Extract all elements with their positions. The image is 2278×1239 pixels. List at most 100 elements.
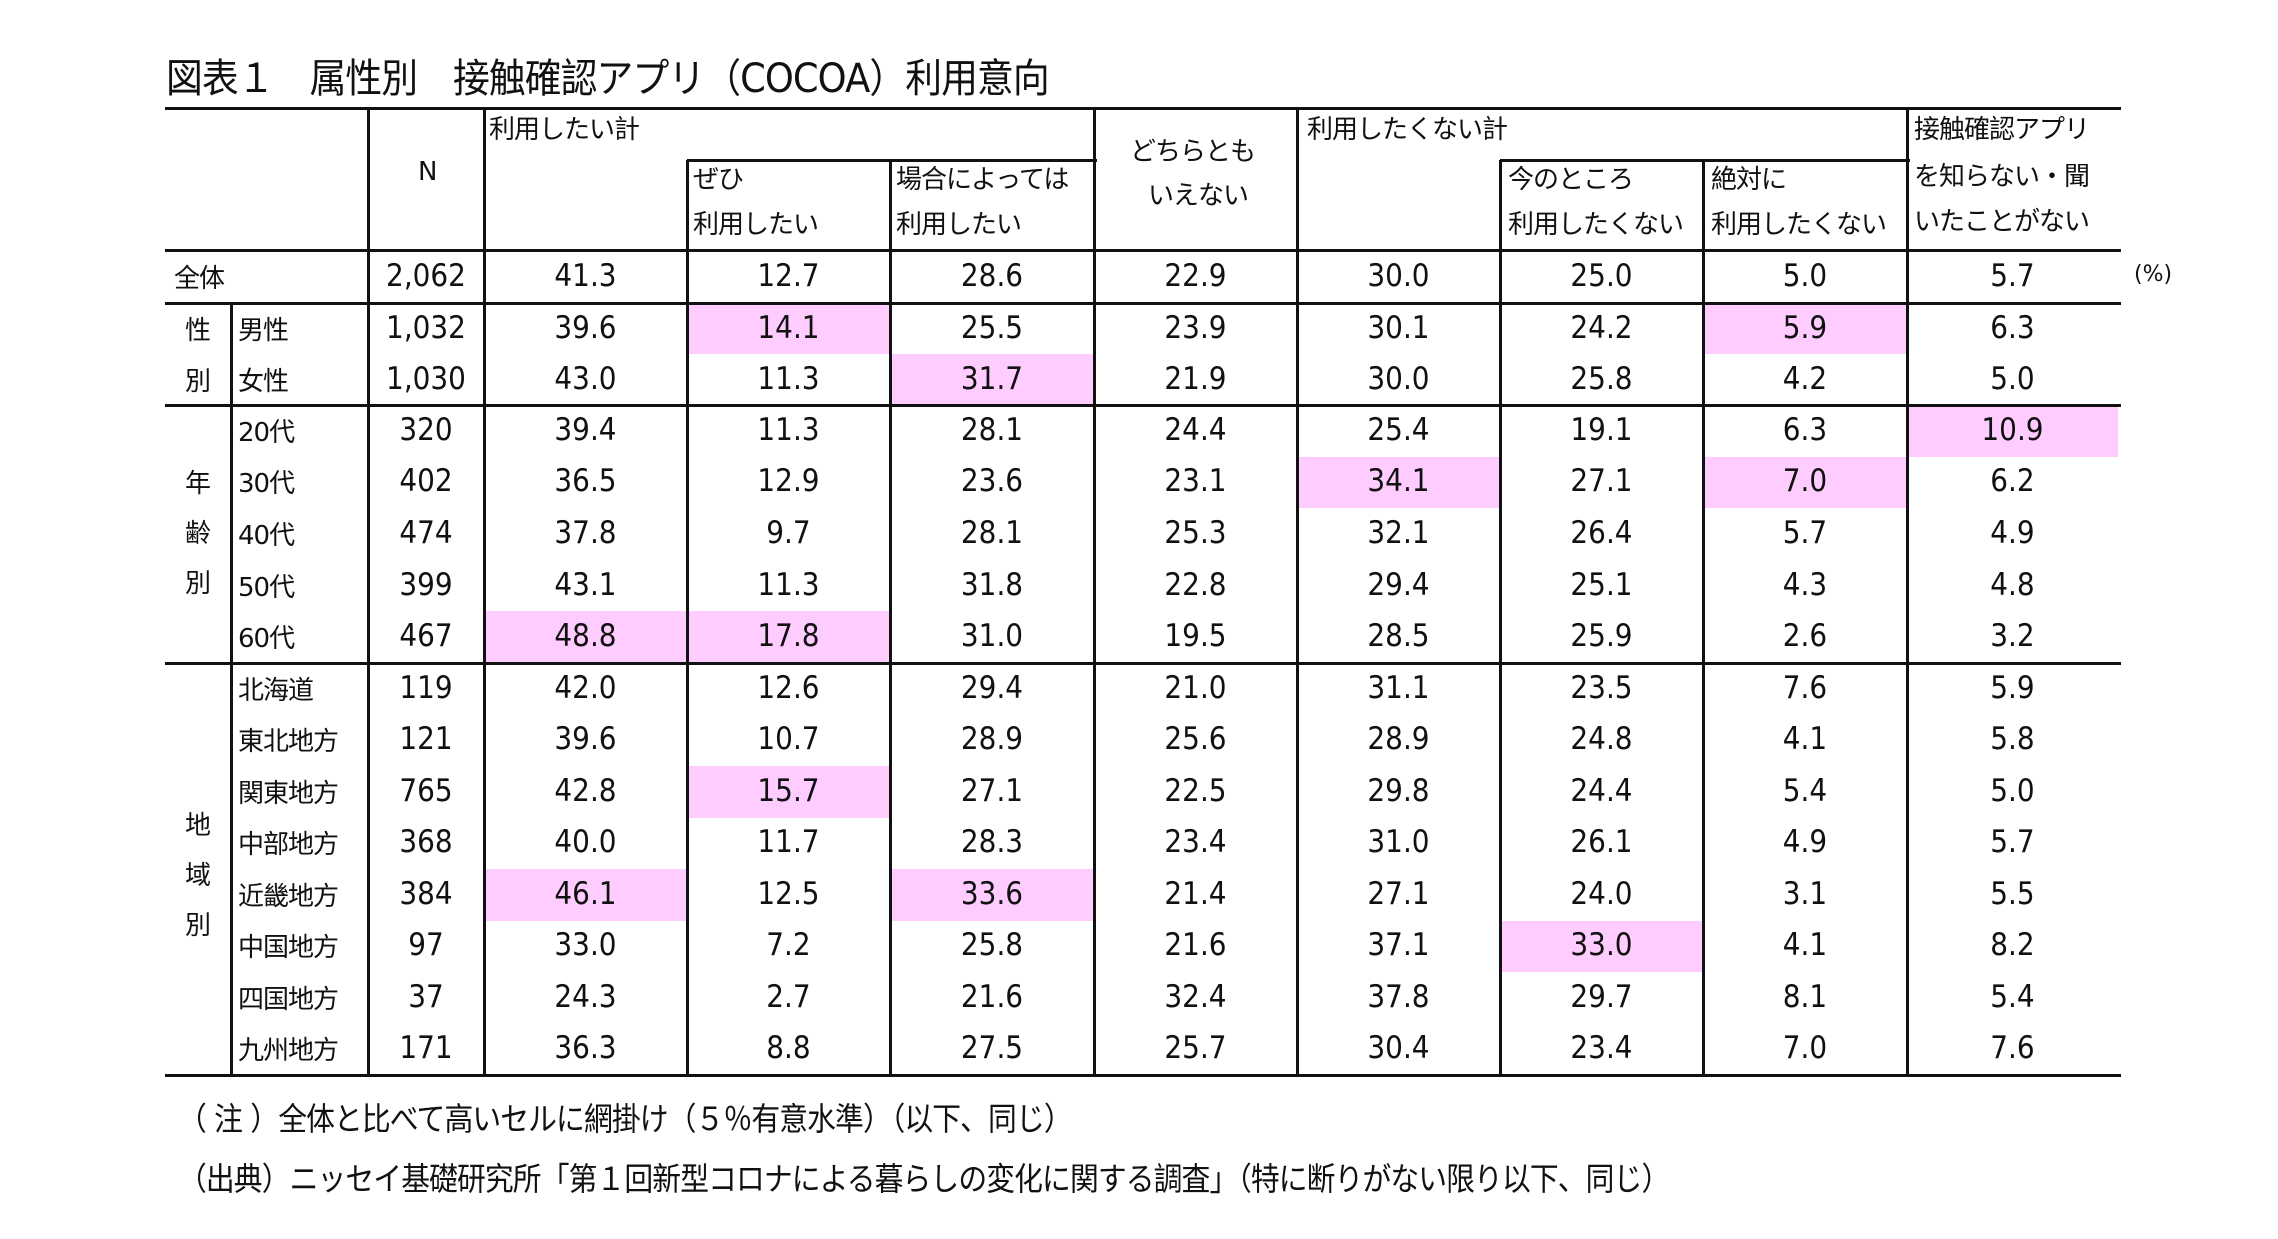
table-cell: 2.6	[1782, 618, 1828, 655]
table-cell: 41.3	[554, 257, 617, 294]
table-cell: 22.5	[1164, 772, 1227, 809]
significant-highlight	[1703, 456, 1907, 509]
table-cell: 5.4	[1782, 772, 1828, 809]
table-cell: 39.6	[554, 721, 617, 758]
group-label-gender-2: 別	[184, 367, 211, 397]
header-want-definitely-1: ぜひ	[693, 165, 744, 195]
group-label-region-2: 域	[184, 861, 211, 891]
cell-n: 1,030	[386, 360, 466, 397]
table-cell: 24.8	[1570, 721, 1633, 758]
table-cell: 10.9	[1981, 411, 2044, 448]
grid-line	[1702, 160, 1705, 1075]
table-cell: 12.9	[757, 463, 820, 500]
header-unaware-3: いたことがない	[1914, 207, 2090, 237]
table-cell: 33.0	[554, 927, 617, 964]
table-cell: 23.9	[1164, 309, 1227, 346]
table-cell: 8.8	[766, 1030, 811, 1067]
table-cell: 7.6	[1782, 669, 1828, 706]
table-cell: 29.4	[960, 669, 1024, 706]
table-cell: 8.1	[1782, 978, 1828, 1015]
table-cell: 39.6	[554, 309, 617, 346]
table-cell: 5.7	[1990, 824, 2035, 861]
table-cell: 10.7	[757, 721, 820, 758]
table-cell: 32.1	[1367, 515, 1430, 551]
table-cell: 5.7	[1782, 515, 1828, 551]
table-cell: 3.1	[1782, 875, 1828, 912]
significant-highlight	[1907, 405, 2118, 457]
header-want-definitely-2: 利用したい	[693, 210, 819, 240]
table-cell: 31.7	[960, 360, 1024, 397]
table-cell: 4.1	[1782, 721, 1828, 758]
row-label: 40代	[238, 521, 295, 551]
table-cell: 30.0	[1367, 257, 1430, 294]
table-cell: 5.7	[1990, 257, 2035, 294]
table-cell: 48.8	[554, 618, 617, 655]
cell-n: 171	[399, 1030, 453, 1067]
significant-highlight	[687, 303, 890, 354]
table-cell: 25.6	[1164, 721, 1227, 758]
header-unaware-2: を知らない・聞	[1914, 162, 2090, 192]
table-cell: 31.0	[1367, 824, 1430, 861]
cell-n: 765	[399, 772, 453, 809]
significant-highlight	[890, 869, 1094, 921]
table-cell: 6.2	[1990, 463, 2035, 500]
table-cell: 25.8	[960, 927, 1024, 964]
group-label-age-1: 年	[184, 469, 211, 499]
table-cell: 7.0	[1782, 463, 1828, 500]
table-cell: 25.3	[1164, 515, 1227, 551]
table-cell: 8.2	[1990, 927, 2035, 964]
table-cell: 25.1	[1570, 566, 1633, 603]
table-cell: 28.1	[960, 515, 1024, 551]
cell-n: 402	[399, 463, 453, 500]
row-label: 四国地方	[238, 984, 339, 1015]
significant-highlight	[484, 611, 687, 663]
cell-n: 320	[399, 411, 453, 448]
table-cell: 2.7	[766, 978, 811, 1015]
table-cell: 24.4	[1570, 772, 1633, 809]
group-label-age-2: 齢	[184, 519, 211, 549]
table-cell: 37.1	[1367, 927, 1430, 964]
unit-label: (%)	[2134, 262, 2173, 287]
table-cell: 32.4	[1164, 978, 1227, 1015]
table-cell: 25.7	[1164, 1030, 1227, 1067]
table-cell: 5.9	[1990, 669, 2035, 706]
table-cell: 31.1	[1367, 669, 1430, 706]
cell-n: 121	[399, 721, 453, 758]
table-cell: 24.0	[1570, 875, 1633, 912]
table-cell: 28.9	[960, 721, 1024, 758]
grid-line	[1499, 160, 1502, 1075]
table-cell: 15.7	[757, 772, 820, 809]
table-cell: 21.4	[1164, 875, 1227, 912]
table-cell: 11.3	[757, 566, 820, 603]
table-cell: 25.9	[1570, 618, 1633, 655]
grid-line	[1500, 159, 1910, 162]
table-cell: 6.3	[1990, 309, 2035, 346]
cell-n: 467	[399, 618, 453, 655]
table-cell: 11.3	[757, 411, 820, 448]
figure-title: 図表１ 属性別 接触確認アプリ（COCOA）利用意向	[166, 56, 1050, 102]
header-neither-2: いえない	[1148, 181, 1249, 211]
table-cell: 4.9	[1990, 515, 2035, 551]
table-cell: 14.1	[757, 309, 820, 346]
table-cell: 23.4	[1164, 824, 1227, 861]
table-cell: 11.7	[757, 824, 820, 861]
row-label: 50代	[238, 572, 295, 603]
table-cell: 30.4	[1367, 1030, 1430, 1067]
group-label-region-1: 地	[184, 811, 211, 841]
row-label: 九州地方	[238, 1036, 339, 1067]
row-label: 北海道	[238, 675, 314, 706]
header-never-2: 利用したくない	[1711, 210, 1887, 240]
table-cell: 39.4	[554, 411, 617, 448]
table-cell: 5.4	[1990, 978, 2035, 1015]
table-cell: 4.3	[1782, 566, 1828, 603]
table-cell: 43.1	[554, 566, 617, 603]
header-never-1: 絶対に	[1711, 165, 1787, 195]
cell-n: 2,062	[386, 257, 466, 294]
table-cell: 19.5	[1164, 618, 1227, 655]
significant-highlight	[1703, 303, 1907, 354]
table-cell: 5.8	[1990, 721, 2035, 758]
table-cell: 23.1	[1164, 463, 1227, 500]
table-cell: 27.1	[960, 772, 1024, 809]
row-label: 関東地方	[238, 778, 339, 809]
